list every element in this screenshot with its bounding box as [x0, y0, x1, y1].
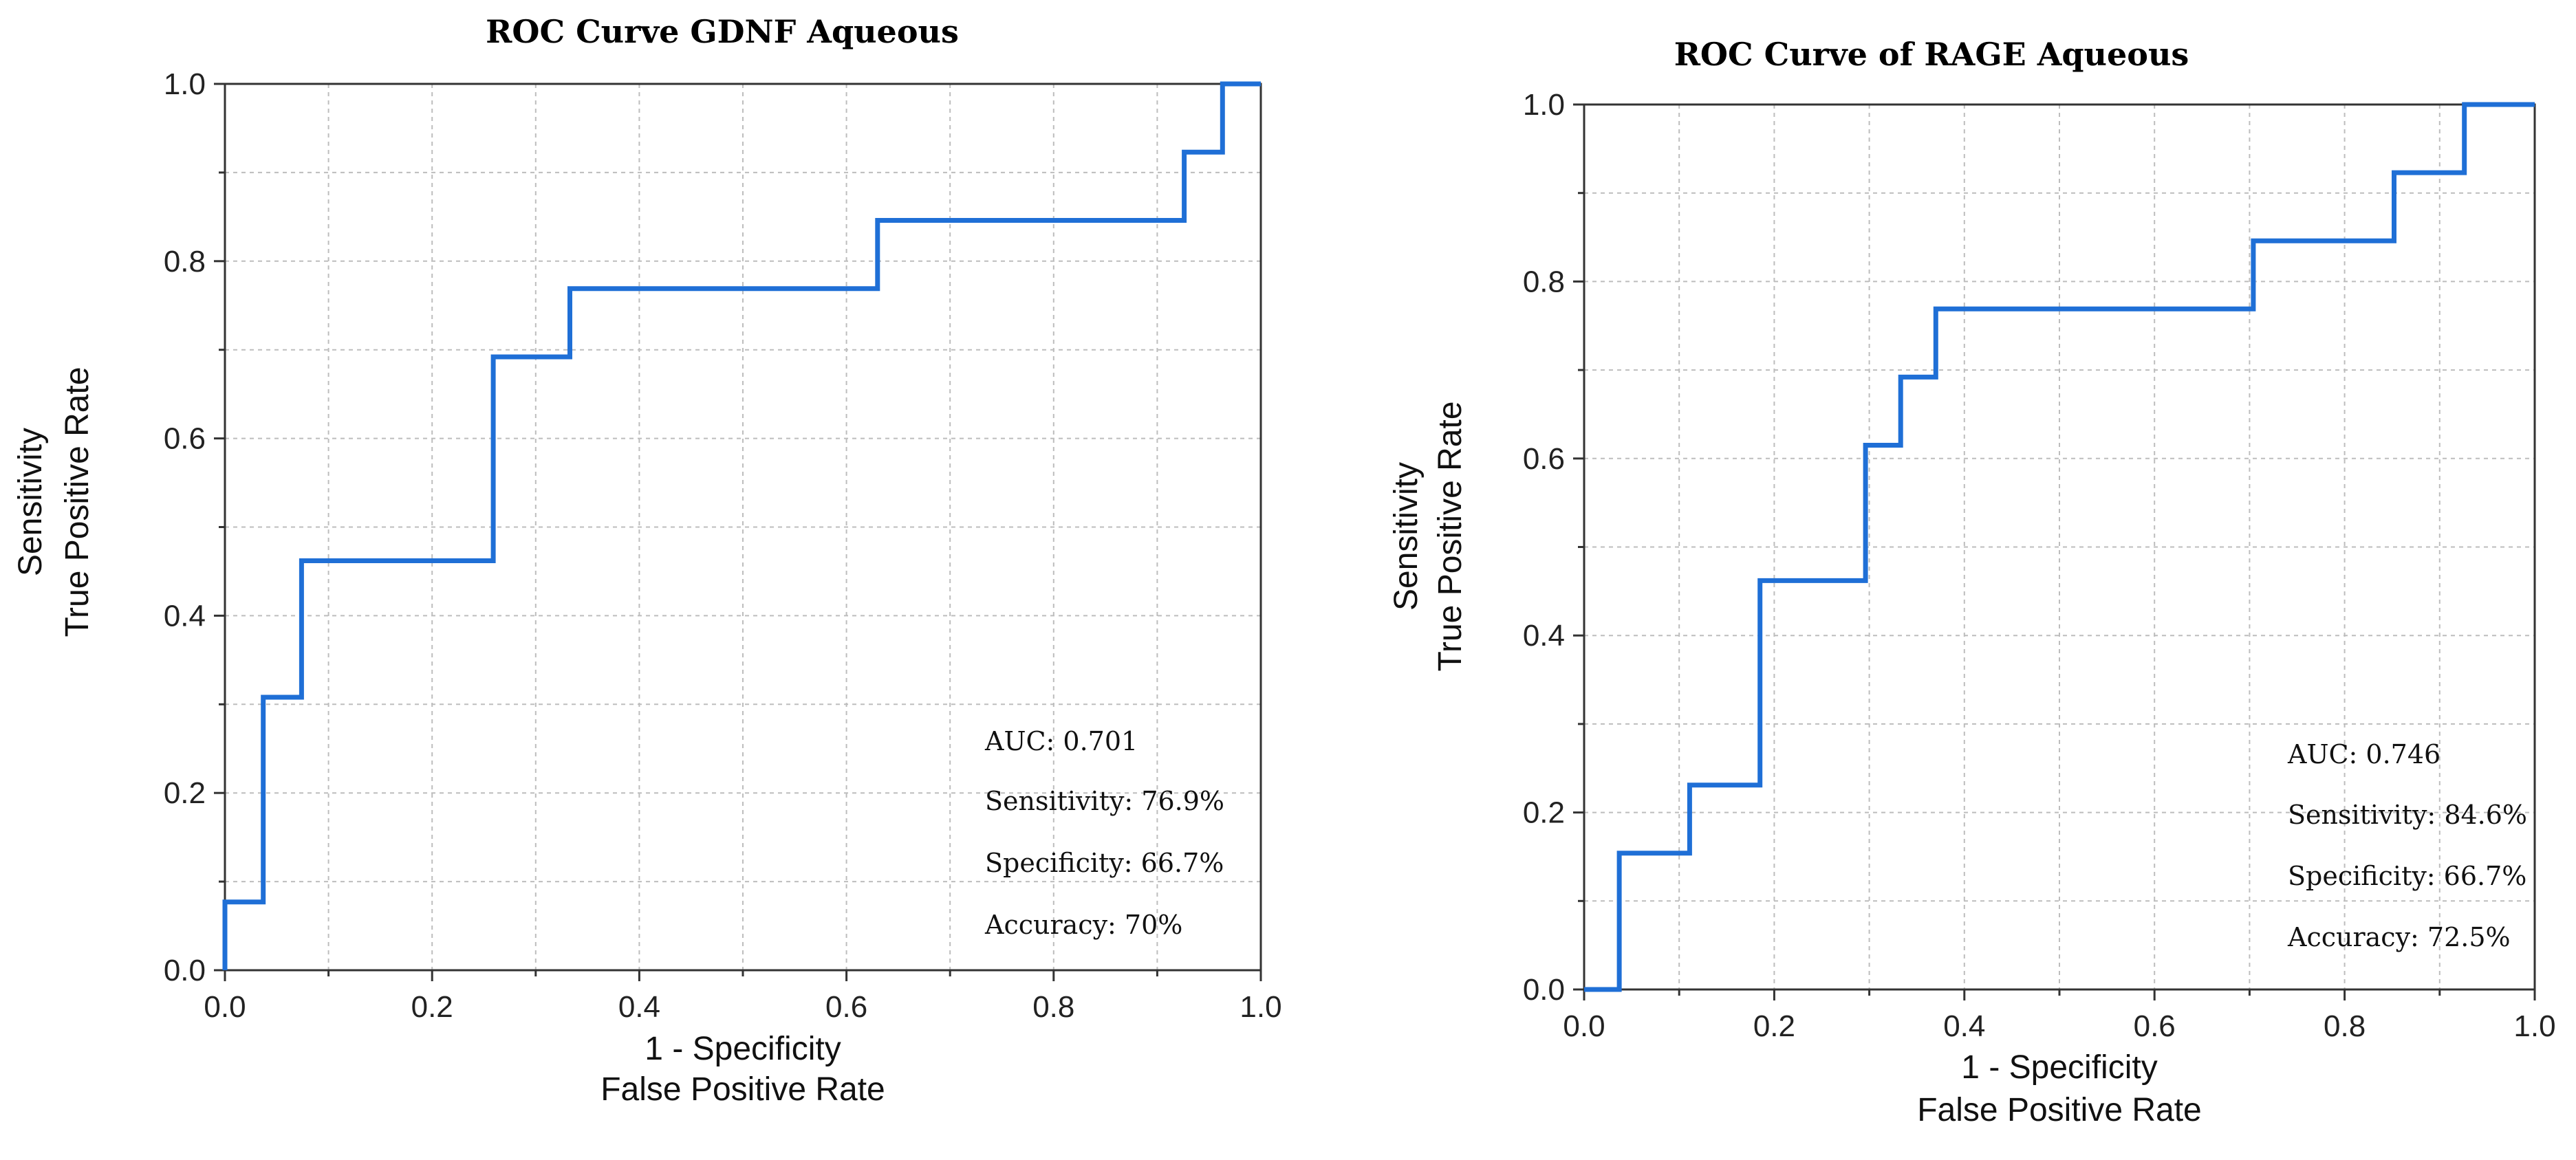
roc-chart-rage: 0.0 0.2 0.4 0.6 0.8 1.0 0.0 0.2 0.4 0.6 0.8 1.0 ROC …	[1288, 0, 2576, 1160]
chart-title: ROC Curve of RAGE Aqueous	[1674, 36, 2189, 73]
metric-annotation: Sensitivity: 84.6%	[2288, 800, 2527, 830]
y-tick-label: 0.2	[164, 776, 206, 810]
y-axis-sublabel: True Positive Rate	[59, 366, 96, 637]
metric-annotation: Specificity: 66.7%	[2288, 861, 2526, 891]
y-tick-label: 0.2	[1523, 796, 1565, 830]
metric-annotation: AUC: 0.746	[2287, 739, 2440, 769]
x-tick-label: 0.4	[618, 990, 660, 1024]
x-tick-label: 0.0	[204, 990, 246, 1024]
y-tick-label: 1.0	[164, 67, 206, 101]
roc-chart-gdnf-svg: 0.0 0.2 0.4 0.6 0.8 1.0 0.0 0.2 0.4 0.6 0.8 1.0 ROC …	[12, 13, 1282, 1108]
roc-curve-line	[1584, 102, 2535, 992]
x-axis-label: 1 - Specificity	[1961, 1049, 2157, 1086]
x-tick-label: 1.0	[2513, 1009, 2555, 1043]
x-tick-label: 0.2	[411, 990, 453, 1024]
y-axis-sublabel: True Positive Rate	[1432, 401, 1469, 671]
metric-annotation: Accuracy: 72.5%	[2287, 922, 2511, 952]
y-axis-label: Sensitivity	[12, 428, 49, 576]
x-axis-label: 1 - Specificity	[645, 1031, 841, 1067]
y-tick-label: 0.4	[1523, 619, 1565, 653]
y-tick-label: 0.4	[164, 599, 206, 633]
y-tick-label: 1.0	[1523, 88, 1565, 122]
x-tick-label: 0.6	[825, 990, 867, 1024]
x-tick-label: 0.6	[2134, 1009, 2176, 1043]
y-axis-label: Sensitivity	[1388, 462, 1425, 611]
metric-annotation: Specificity: 66.7%	[985, 848, 1224, 878]
x-tick-label: 0.8	[2324, 1009, 2366, 1043]
y-tick-label: 0.8	[164, 245, 206, 278]
roc-curve-line	[222, 81, 1261, 970]
x-tick-label: 0.0	[1563, 1009, 1605, 1043]
y-tick-label: 0.0	[1523, 973, 1565, 1007]
x-axis-sublabel: False Positive Rate	[1917, 1092, 2202, 1128]
x-tick-label: 1.0	[1240, 990, 1281, 1024]
roc-chart-rage-svg: 0.0 0.2 0.4 0.6 0.8 1.0 0.0 0.2 0.4 0.6 0.8 1.0 ROC …	[1388, 36, 2556, 1128]
metric-annotation: Sensitivity: 76.9%	[985, 786, 1224, 816]
roc-chart-gdnf: 0.0 0.2 0.4 0.6 0.8 1.0 0.0 0.2 0.4 0.6 0.8 1.0 ROC …	[12, 13, 1282, 1108]
x-axis-sublabel: False Positive Rate	[600, 1071, 885, 1108]
y-tick-label: 0.8	[1523, 265, 1565, 298]
y-tick-label: 0.6	[1523, 442, 1565, 476]
x-tick-label: 0.2	[1753, 1009, 1795, 1043]
chart-title: ROC Curve GDNF Aqueous	[486, 13, 959, 50]
y-tick-label: 0.0	[164, 954, 206, 987]
metric-annotation: AUC: 0.701	[984, 726, 1138, 756]
metric-annotation: Accuracy: 70%	[984, 910, 1182, 940]
y-tick-label: 0.6	[164, 422, 206, 456]
x-tick-label: 0.8	[1032, 990, 1074, 1024]
x-tick-label: 0.4	[1943, 1009, 1985, 1043]
